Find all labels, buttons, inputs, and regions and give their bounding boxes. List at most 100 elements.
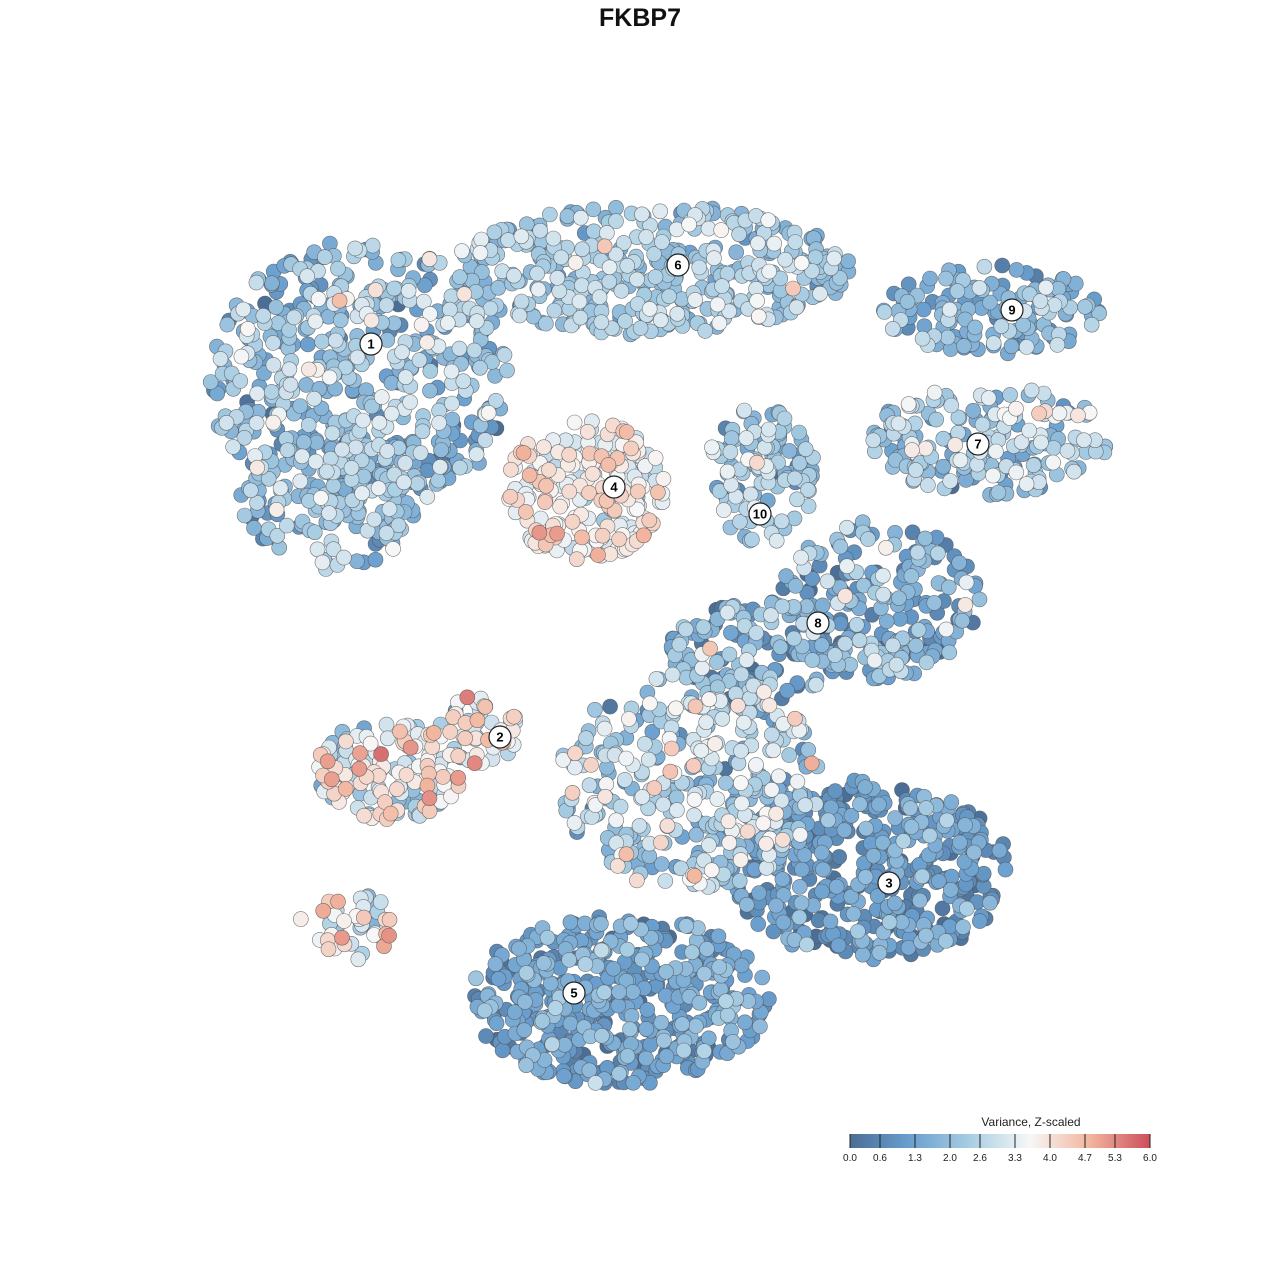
data-point <box>749 292 765 309</box>
data-point <box>971 591 988 608</box>
data-point <box>785 280 801 297</box>
data-point <box>299 268 316 285</box>
data-point <box>952 452 969 469</box>
data-point <box>473 231 490 248</box>
data-point <box>773 513 790 530</box>
data-point <box>675 1042 692 1059</box>
data-point <box>876 304 893 320</box>
data-point <box>367 551 384 568</box>
data-point <box>756 684 772 700</box>
data-point <box>763 781 780 798</box>
data-point <box>768 897 784 914</box>
data-point <box>579 423 596 440</box>
data-point <box>549 270 566 286</box>
data-point <box>450 769 467 786</box>
data-point <box>709 296 726 313</box>
data-point <box>839 558 855 575</box>
data-point <box>934 900 951 917</box>
data-point <box>781 443 798 459</box>
data-point <box>878 613 895 630</box>
colorbar <box>850 1134 1150 1148</box>
data-point <box>336 549 352 566</box>
data-point <box>571 293 588 310</box>
data-point <box>605 960 622 977</box>
cluster-label-text: 7 <box>974 437 981 452</box>
data-point <box>719 1007 736 1023</box>
data-point <box>265 357 282 373</box>
data-point <box>611 531 627 548</box>
data-point <box>397 455 414 471</box>
data-point <box>466 755 483 772</box>
data-point <box>827 783 844 799</box>
data-point <box>545 230 562 247</box>
data-point <box>532 222 549 239</box>
data-point <box>233 348 250 365</box>
data-point <box>511 307 528 324</box>
cluster-label-text: 6 <box>674 258 681 273</box>
data-point <box>313 490 329 506</box>
data-point <box>732 775 749 791</box>
data-point <box>655 796 672 813</box>
data-point <box>895 833 912 849</box>
data-point <box>641 301 658 317</box>
cluster-label: 2 <box>488 725 512 749</box>
data-point <box>839 519 855 536</box>
cluster-label: 6 <box>666 253 690 277</box>
data-point <box>581 777 598 794</box>
data-point <box>911 892 928 909</box>
data-point <box>723 476 739 493</box>
data-point <box>486 224 503 241</box>
data-point <box>300 336 316 353</box>
data-point <box>553 249 570 266</box>
data-point <box>939 812 955 829</box>
data-point <box>551 283 568 300</box>
data-point <box>330 893 346 910</box>
cluster-label: 7 <box>966 432 990 456</box>
data-point <box>671 636 688 653</box>
data-point <box>537 494 553 510</box>
data-point <box>439 315 456 331</box>
data-point <box>851 632 868 649</box>
data-point <box>500 232 516 248</box>
data-point <box>1008 464 1025 481</box>
data-point <box>686 867 703 884</box>
data-point <box>730 697 746 714</box>
data-point <box>298 377 315 393</box>
colorbar-tick-label: 2.0 <box>943 1153 957 1164</box>
data-point <box>600 457 617 473</box>
data-point <box>926 384 943 401</box>
data-point <box>681 216 697 233</box>
cluster-label-text: 9 <box>1008 303 1015 318</box>
data-point <box>530 281 547 298</box>
data-point <box>456 286 473 302</box>
data-point <box>731 873 748 889</box>
data-point <box>1018 339 1035 355</box>
cluster-label: 1 <box>359 332 383 356</box>
data-point <box>632 320 649 336</box>
data-point <box>634 206 650 223</box>
data-point <box>354 485 370 502</box>
data-point <box>845 905 862 922</box>
data-point <box>610 997 627 1014</box>
data-point <box>669 305 686 322</box>
data-point <box>691 259 708 276</box>
data-point <box>982 894 998 911</box>
data-point <box>457 730 474 747</box>
data-point <box>657 873 674 889</box>
data-point <box>561 952 577 968</box>
data-point <box>823 799 839 816</box>
data-point <box>686 791 703 808</box>
color-legend: Variance, Z-scaled 0.0 0.6 1.3 2.0 2.6 3.3 4.0… <box>843 1115 1157 1164</box>
data-point <box>696 965 713 982</box>
data-point <box>363 312 380 329</box>
data-point <box>904 524 921 541</box>
data-point <box>807 249 824 266</box>
data-point <box>935 458 952 475</box>
data-point <box>562 1015 579 1032</box>
data-point <box>837 635 853 652</box>
data-point <box>469 712 486 729</box>
data-point <box>278 517 295 534</box>
data-point <box>713 222 730 238</box>
colorbar-tick-label: 0.0 <box>843 1153 857 1164</box>
data-point <box>587 701 603 718</box>
